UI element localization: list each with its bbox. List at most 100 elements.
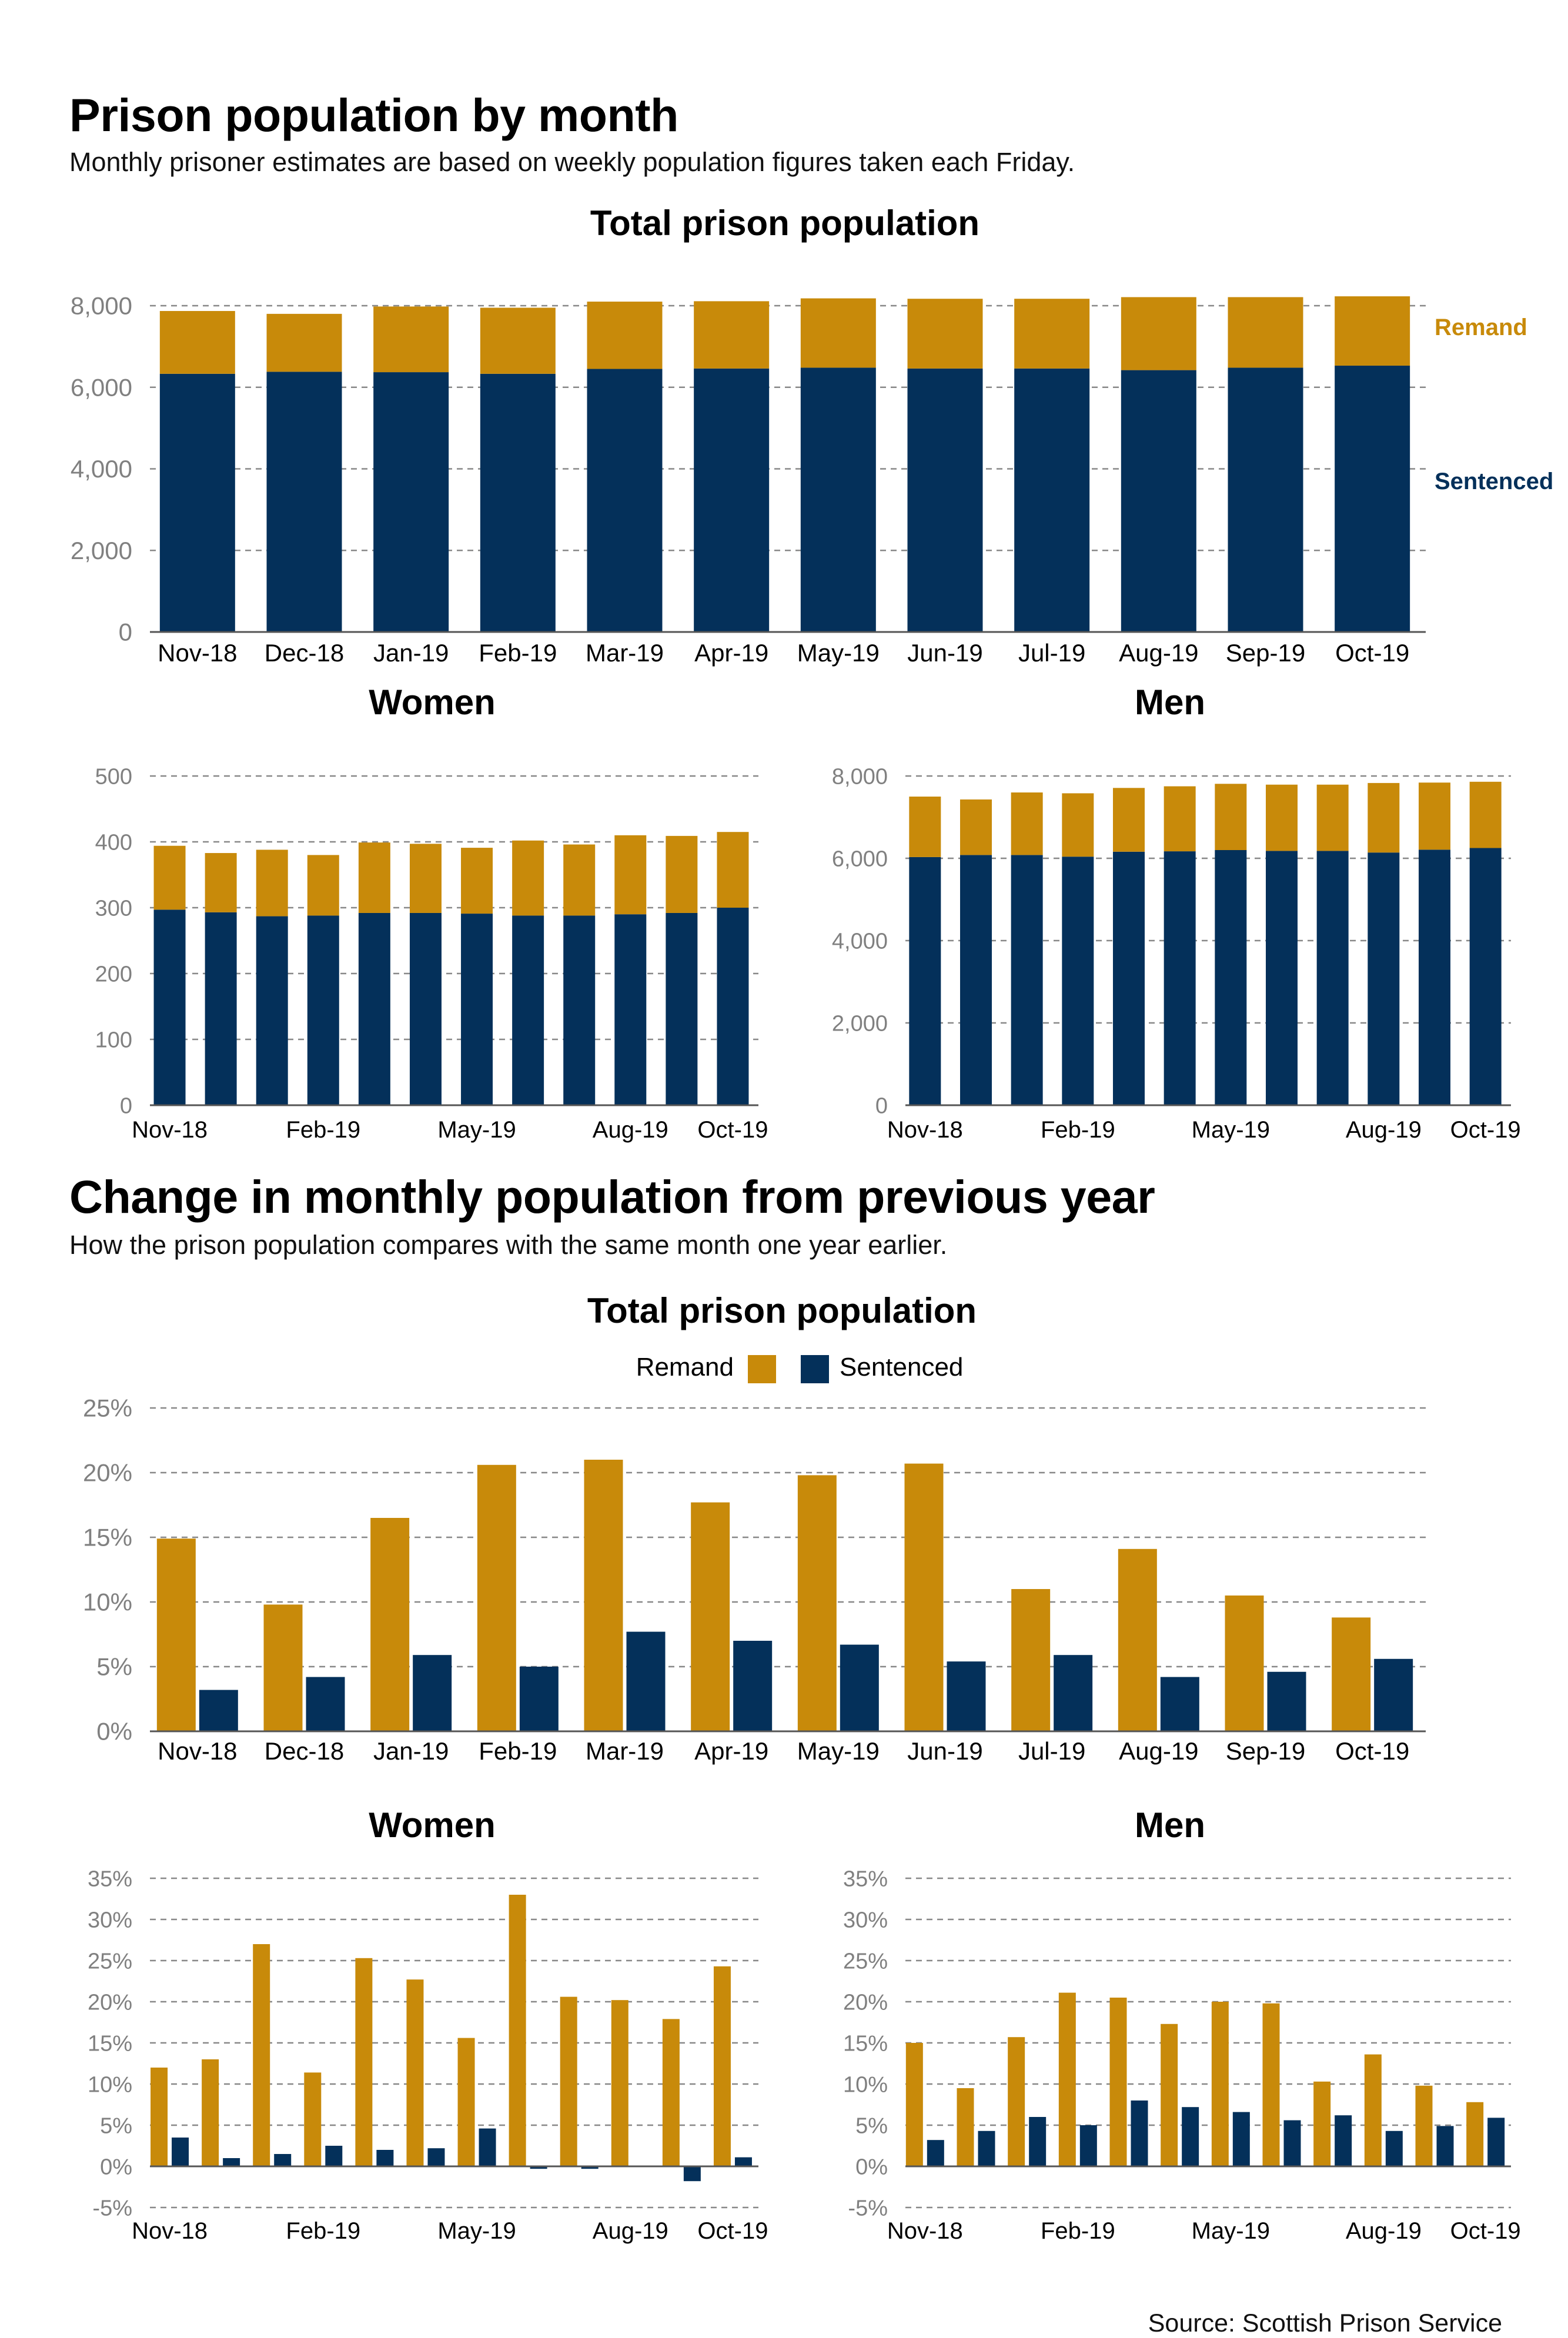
y-tick-label: 6,000 xyxy=(832,847,888,871)
x-tick-label: Aug-19 xyxy=(1346,1117,1422,1143)
bar-sentenced-apr-19 xyxy=(427,2148,445,2166)
section-subtitle-population-by-month: Monthly prisoner estimates are based on … xyxy=(69,147,1075,177)
bar-remand-sep-19 xyxy=(666,835,698,913)
x-tick-label: Jul-19 xyxy=(1018,1737,1085,1765)
bar-sentenced-jan-19 xyxy=(1011,855,1043,1105)
x-tick-label: Oct-19 xyxy=(1335,1737,1409,1765)
x-tick-label: Mar-19 xyxy=(586,639,664,667)
bar-sentenced-sep-19 xyxy=(1436,2126,1454,2166)
bar-sentenced-feb-19 xyxy=(1079,2125,1097,2166)
x-tick-label: Nov-18 xyxy=(132,1117,208,1143)
chart-title: Total prison population xyxy=(590,203,979,243)
bar-remand-may-19 xyxy=(461,848,493,914)
bar-remand-may-19 xyxy=(800,298,876,368)
y-tick-label: 25% xyxy=(88,1949,132,1974)
bar-sentenced-may-19 xyxy=(840,1644,879,1731)
bar-sentenced-sep-19 xyxy=(1228,367,1303,632)
y-tick-label: 30% xyxy=(88,1908,132,1932)
bar-remand-may-19 xyxy=(457,2038,475,2166)
bar-remand-apr-19 xyxy=(691,1502,730,1731)
bar-remand-jun-19 xyxy=(512,840,544,916)
bar-remand-sep-19 xyxy=(1225,1596,1264,1731)
bar-sentenced-may-19 xyxy=(461,914,493,1105)
y-tick-label: 20% xyxy=(843,1990,888,2015)
bar-sentenced-jun-19 xyxy=(907,368,983,632)
bar-sentenced-dec-18 xyxy=(960,855,992,1105)
bar-remand-mar-19 xyxy=(1109,1998,1127,2166)
y-tick-label: 5% xyxy=(855,2113,888,2138)
bar-remand-sep-19 xyxy=(1415,2085,1433,2166)
x-tick-label: Sep-19 xyxy=(1226,639,1305,667)
y-tick-label: 0% xyxy=(96,1718,132,1745)
x-tick-label: Jan-19 xyxy=(373,639,449,667)
bar-sentenced-jul-19 xyxy=(563,915,596,1105)
bar-sentenced-jul-19 xyxy=(581,2166,599,2169)
x-tick-label: Oct-19 xyxy=(1450,2218,1521,2244)
bar-sentenced-jul-19 xyxy=(1014,368,1090,632)
y-tick-label: 20% xyxy=(83,1459,132,1487)
y-tick-label: 4,000 xyxy=(832,929,888,954)
bar-sentenced-may-19 xyxy=(1232,2112,1250,2166)
y-tick-label: 25% xyxy=(83,1394,132,1422)
y-tick-label: 15% xyxy=(88,2031,132,2056)
x-tick-label: Mar-19 xyxy=(586,1737,664,1765)
legend-label-sentenced: Sentenced xyxy=(1435,469,1553,494)
bar-sentenced-may-19 xyxy=(800,367,876,632)
x-tick-label: Apr-19 xyxy=(694,639,768,667)
bar-sentenced-dec-18 xyxy=(223,2158,240,2166)
x-tick-label: Oct-19 xyxy=(1450,1117,1521,1143)
bar-remand-apr-19 xyxy=(1161,2023,1178,2166)
chart-title: Men xyxy=(1135,1805,1205,1845)
chart-title: Total prison population xyxy=(587,1291,977,1330)
bar-sentenced-oct-19 xyxy=(1335,365,1410,632)
bar-sentenced-aug-19 xyxy=(614,914,647,1105)
x-tick-label: Feb-19 xyxy=(1041,2218,1115,2244)
chart-title: Women xyxy=(369,1805,496,1845)
bar-sentenced-apr-19 xyxy=(1164,851,1196,1105)
y-tick-label: 10% xyxy=(843,2072,888,2097)
bar-remand-sep-19 xyxy=(1419,782,1450,850)
bar-remand-dec-18 xyxy=(960,799,992,855)
bar-remand-nov-18 xyxy=(159,311,235,374)
bar-sentenced-jan-19 xyxy=(256,916,288,1105)
bar-remand-mar-19 xyxy=(584,1460,623,1731)
bar-remand-feb-19 xyxy=(304,2072,322,2166)
bar-sentenced-jul-19 xyxy=(1316,851,1349,1105)
bar-sentenced-aug-19 xyxy=(1368,852,1400,1105)
y-tick-label: 20% xyxy=(88,1990,132,2015)
bar-remand-aug-19 xyxy=(1118,1548,1157,1731)
bar-sentenced-dec-18 xyxy=(205,912,237,1105)
x-tick-label: Jun-19 xyxy=(907,639,982,667)
y-tick-label: 2,000 xyxy=(832,1011,888,1036)
bar-remand-oct-19 xyxy=(1466,2102,1484,2166)
bar-remand-aug-19 xyxy=(611,2000,628,2166)
bar-sentenced-mar-19 xyxy=(626,1631,666,1731)
x-tick-label: Aug-19 xyxy=(1119,639,1198,667)
bar-remand-aug-19 xyxy=(1364,2054,1382,2166)
bar-remand-jun-19 xyxy=(509,1895,526,2166)
bar-remand-jul-19 xyxy=(1014,299,1090,369)
bar-remand-jan-19 xyxy=(256,849,288,917)
x-tick-label: May-19 xyxy=(437,1117,516,1143)
chart-title: Women xyxy=(369,683,496,722)
x-tick-label: Aug-19 xyxy=(593,1117,668,1143)
legend-label-remand: Remand xyxy=(1435,315,1527,340)
x-tick-label: Oct-19 xyxy=(1335,639,1409,667)
bar-remand-jan-19 xyxy=(253,1944,270,2166)
bar-remand-jul-19 xyxy=(560,1996,577,2166)
chart-4: Total prison population 0% 5% 10% 15% 20% 25% N… xyxy=(83,1291,1426,1765)
bar-remand-mar-19 xyxy=(358,842,390,913)
bar-sentenced-oct-19 xyxy=(734,2157,752,2166)
bar-remand-jul-19 xyxy=(563,844,596,916)
y-tick-label: 0 xyxy=(120,1093,132,1118)
bar-sentenced-jul-19 xyxy=(1054,1655,1093,1731)
bar-remand-feb-19 xyxy=(1058,1992,1076,2166)
bar-sentenced-oct-19 xyxy=(1487,2118,1505,2166)
y-tick-label: 15% xyxy=(843,2031,888,2056)
y-tick-label: 15% xyxy=(83,1524,132,1551)
bar-sentenced-jan-19 xyxy=(413,1655,452,1731)
y-tick-label: 4,000 xyxy=(71,455,132,483)
bar-remand-may-19 xyxy=(797,1475,837,1731)
chart-2: Women 0 100 200 300 400 500 Nov-18 Feb-19 May-19 A… xyxy=(95,683,768,1143)
bar-remand-jul-19 xyxy=(1316,784,1349,851)
